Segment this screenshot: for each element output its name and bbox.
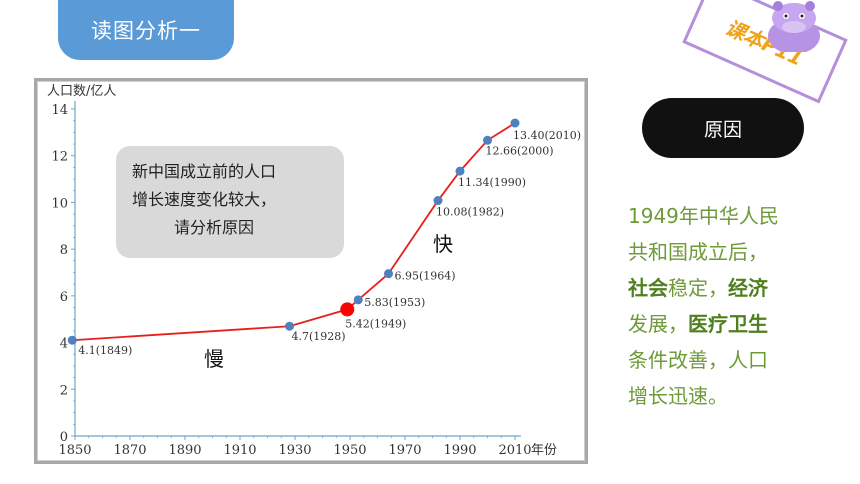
- x-tick-label: 1990: [443, 443, 476, 458]
- explain-text-6: 增长迅速。: [628, 384, 728, 408]
- x-tick-label: 1970: [388, 443, 421, 458]
- data-point: [483, 135, 492, 145]
- y-tick-label: 12: [51, 150, 68, 165]
- explain-line-6: 增长迅速。: [628, 378, 840, 414]
- explain-line-3: 社会稳定，经济: [628, 270, 840, 306]
- data-label: 6.95(1964): [395, 270, 456, 283]
- y-tick-label: 2: [60, 383, 68, 398]
- y-tick-label: 8: [60, 243, 68, 258]
- data-label: 5.83(1953): [364, 296, 425, 309]
- x-tick-label: 2010: [498, 443, 531, 458]
- data-label: 4.7(1928): [292, 330, 346, 343]
- y-tick-label: 14: [51, 103, 68, 118]
- data-point: [384, 269, 393, 279]
- explain-text-5: 条件改善，人口: [628, 348, 768, 372]
- data-label: 12.66(2000): [486, 144, 554, 157]
- x-tick-label: 1850: [58, 443, 91, 458]
- explanation-text: 1949年中华人民 共和国成立后， 社会稳定，经济 发展，医疗卫生 条件改善，人…: [628, 198, 840, 414]
- fast-annotation: 快: [433, 232, 453, 256]
- x-axis-title: 年份: [531, 443, 557, 458]
- y-axis-title: 人口数/亿人: [47, 84, 116, 99]
- explain-text-2: 共和国成立后，: [628, 240, 768, 264]
- data-label: 5.42(1949): [345, 317, 406, 330]
- data-label: 4.1(1849): [78, 344, 132, 357]
- callout-line-1: 新中国成立前的人口: [132, 162, 277, 181]
- x-tick-label: 1950: [333, 443, 366, 458]
- population-chart: 0 2 4 6 8 10 12 14 1850 1870 1890 1910 1930 1950 1970 1…: [34, 78, 588, 464]
- question-callout: 新中国成立前的人口 增长速度变化较大， 请分析原因: [116, 146, 344, 258]
- title-tab: 读图分析一: [58, 0, 234, 60]
- x-tick-label: 1910: [223, 443, 256, 458]
- data-point: [353, 295, 363, 305]
- chart-svg: 0 2 4 6 8 10 12 14 1850 1870 1890 1910 1930 1950 1970 1…: [47, 84, 581, 458]
- x-tick-label: 1890: [168, 443, 201, 458]
- explain-line-4: 发展，医疗卫生: [628, 306, 840, 342]
- y-tick-label: 0: [60, 430, 68, 445]
- y-tick-label: 4: [60, 337, 68, 352]
- explain-line-5: 条件改善，人口: [628, 342, 840, 378]
- reason-button[interactable]: 原因: [642, 98, 804, 158]
- data-label: 11.34(1990): [458, 176, 526, 189]
- keyword-medical: 医疗卫生: [688, 312, 768, 336]
- data-point: [67, 335, 77, 345]
- explain-text-1: 1949年中华人民: [628, 204, 779, 228]
- data-point: [510, 118, 520, 128]
- y-tick-label: 10: [51, 196, 68, 211]
- slow-annotation: 慢: [204, 347, 224, 371]
- data-point: [455, 166, 465, 176]
- callout-line-2: 增长速度变化较大，: [132, 190, 277, 209]
- explain-line-2: 共和国成立后，: [628, 234, 840, 270]
- keyword-economy: 经济: [728, 276, 768, 300]
- hippo-mascot-icon: [768, 1, 820, 52]
- explain-text-4: 发展，: [628, 312, 688, 336]
- x-tick-label: 1930: [278, 443, 311, 458]
- data-point-highlight: [340, 302, 355, 317]
- x-tick-label: 1870: [113, 443, 146, 458]
- keyword-society: 社会: [628, 276, 668, 300]
- explain-text-3: 稳定，: [668, 276, 728, 300]
- y-tick-label: 6: [60, 290, 68, 305]
- explain-line-1: 1949年中华人民: [628, 198, 840, 234]
- data-label: 10.08(1982): [436, 206, 504, 219]
- data-label: 13.40(2010): [513, 129, 581, 142]
- callout-line-3: 请分析原因: [174, 218, 255, 237]
- data-point: [285, 321, 294, 331]
- data-point: [433, 196, 443, 206]
